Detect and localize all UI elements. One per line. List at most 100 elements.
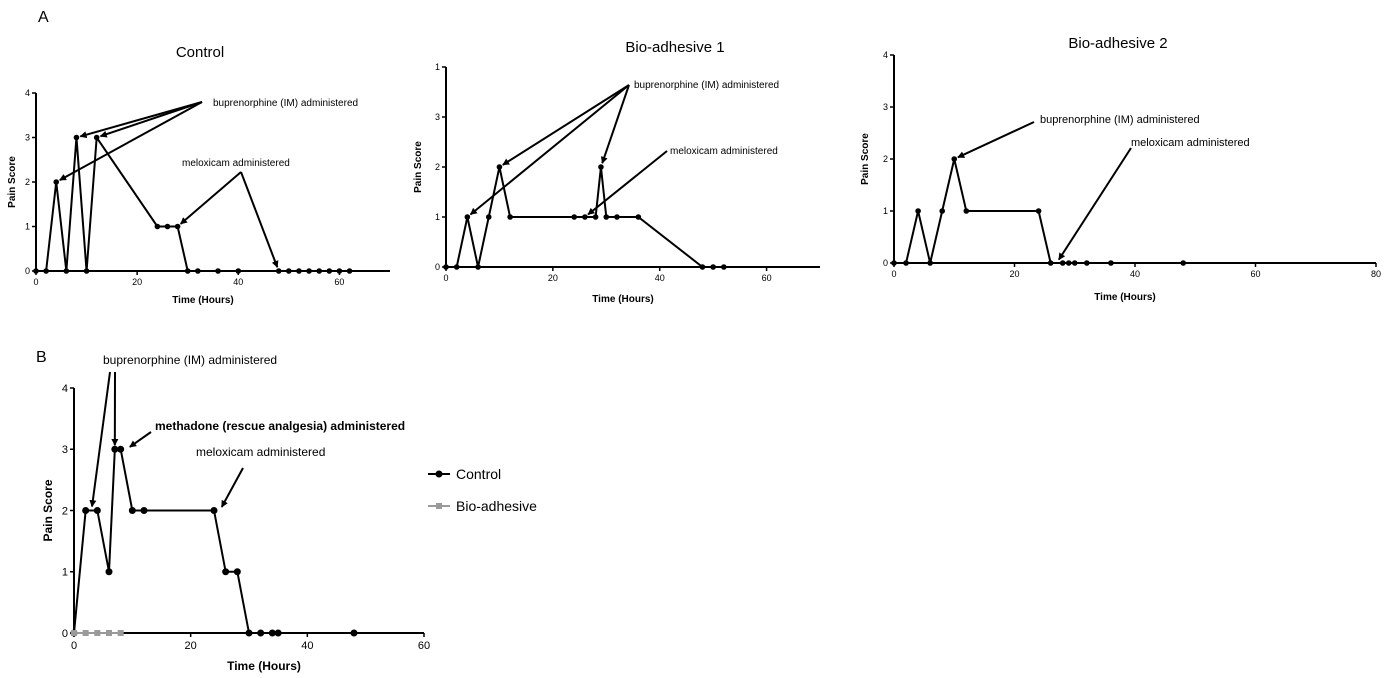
x-tick-label: 80	[1371, 269, 1381, 279]
data-point	[710, 264, 716, 270]
data-point	[71, 630, 77, 636]
data-point	[286, 268, 292, 274]
data-point	[117, 446, 124, 453]
data-point	[443, 264, 449, 270]
y-tick-label: 0	[435, 262, 440, 272]
data-point	[195, 268, 201, 274]
annotation-arrow	[241, 172, 277, 267]
y-tick-label: 1	[62, 567, 68, 579]
x-tick-label: 20	[185, 640, 197, 652]
annotation-arrow	[1059, 148, 1131, 260]
data-point	[257, 630, 264, 637]
annotation-arrow	[222, 468, 243, 507]
data-point	[118, 630, 124, 636]
data-point	[246, 630, 253, 637]
y-tick-label: 4	[62, 383, 68, 395]
data-point	[84, 268, 90, 274]
x-axis-label: Time (Hours)	[172, 295, 234, 306]
data-point	[306, 268, 312, 274]
data-point	[465, 214, 471, 220]
data-point	[939, 208, 945, 214]
data-point	[700, 264, 706, 270]
annotation-arrow	[470, 85, 629, 214]
annotation-label: methadone (rescue analgesia) administere…	[155, 419, 405, 433]
annotation-arrow	[503, 85, 629, 165]
data-point	[106, 630, 112, 636]
y-tick-label: 2	[25, 177, 30, 187]
data-point	[598, 164, 604, 170]
legend-marker	[436, 471, 443, 478]
data-point	[235, 268, 241, 274]
y-tick-label: 3	[883, 102, 888, 112]
data-point	[276, 268, 282, 274]
annotation-label: buprenorphine (IM) administered	[634, 80, 779, 91]
panel-b-label: B	[36, 349, 47, 366]
data-point	[1180, 260, 1186, 266]
y-tick-label: 1	[435, 62, 440, 72]
data-point	[215, 268, 221, 274]
data-point	[1036, 208, 1042, 214]
data-point	[614, 214, 620, 220]
data-point	[337, 268, 343, 274]
data-point	[636, 214, 642, 220]
series-line-control	[74, 449, 354, 633]
y-tick-label: 3	[25, 133, 30, 143]
annotation-arrow	[958, 122, 1034, 157]
data-point	[82, 507, 89, 514]
data-point	[275, 630, 282, 637]
data-point	[175, 224, 181, 230]
x-tick-label: 0	[71, 640, 77, 652]
data-point	[1084, 260, 1090, 266]
y-tick-label: 2	[435, 162, 440, 172]
data-point	[83, 630, 89, 636]
data-point	[571, 214, 577, 220]
x-tick-label: 0	[443, 273, 448, 283]
data-point	[1048, 260, 1054, 266]
data-point	[94, 630, 100, 636]
y-tick-label: 2	[883, 154, 888, 164]
data-point	[915, 208, 921, 214]
chart-title: Control	[176, 44, 224, 61]
y-tick-label: 1	[25, 222, 30, 232]
data-point	[891, 260, 897, 266]
data-point	[155, 224, 161, 230]
data-point	[53, 179, 59, 185]
data-point	[603, 214, 609, 220]
y-tick-label: 2	[62, 505, 68, 517]
y-axis-label: Pain Score	[860, 133, 871, 185]
y-tick-label: 3	[435, 112, 440, 122]
annotation-label: meloxicam administered	[196, 445, 325, 459]
x-tick-label: 40	[655, 273, 665, 283]
y-tick-label: 3	[62, 444, 68, 456]
legend-entry: Control	[456, 466, 501, 482]
x-tick-label: 40	[233, 277, 243, 287]
data-point	[475, 264, 481, 270]
x-tick-label: 20	[548, 273, 558, 283]
annotation-label: meloxicam administered	[182, 158, 290, 169]
data-point	[593, 214, 599, 220]
y-tick-label: 1	[435, 212, 440, 222]
data-point	[106, 568, 113, 575]
x-tick-label: 0	[891, 269, 896, 279]
x-axis-label: Time (Hours)	[1094, 292, 1156, 303]
annotation-label: buprenorphine (IM) administered	[213, 98, 358, 109]
annotation-arrow	[130, 432, 151, 447]
y-tick-label: 1	[883, 206, 888, 216]
x-tick-label: 40	[301, 640, 313, 652]
data-point	[486, 214, 492, 220]
data-point	[497, 164, 503, 170]
y-axis-label: Pain Score	[7, 156, 18, 208]
data-point	[454, 264, 460, 270]
x-tick-label: 60	[418, 640, 430, 652]
annotation-arrow	[60, 102, 202, 180]
data-point	[347, 268, 353, 274]
data-point	[1060, 260, 1066, 266]
chart-title: Bio-adhesive 1	[625, 39, 724, 56]
